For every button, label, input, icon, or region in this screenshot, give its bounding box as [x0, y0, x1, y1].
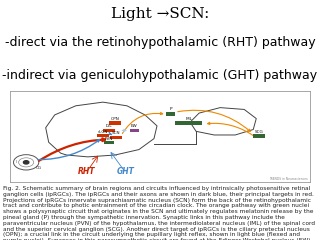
FancyBboxPatch shape	[103, 129, 115, 132]
Text: -direct via the retinohypothalamic (RHT) pathway: -direct via the retinohypothalamic (RHT)…	[5, 36, 315, 48]
FancyBboxPatch shape	[110, 136, 122, 139]
Text: I: I	[16, 160, 17, 164]
FancyArrowPatch shape	[122, 112, 163, 133]
FancyBboxPatch shape	[175, 121, 203, 125]
FancyBboxPatch shape	[104, 141, 114, 144]
Text: EW: EW	[131, 124, 138, 128]
FancyBboxPatch shape	[109, 121, 121, 125]
Text: OPN: OPN	[110, 117, 119, 121]
Text: P: P	[169, 108, 172, 111]
FancyArrowPatch shape	[38, 140, 100, 160]
Text: -indirect via geniculohypothalamic (GHT) pathway: -indirect via geniculohypothalamic (GHT)…	[3, 69, 317, 82]
FancyArrowPatch shape	[39, 138, 105, 161]
Text: SCG: SCG	[255, 130, 264, 134]
FancyArrowPatch shape	[108, 132, 112, 135]
Text: RHT: RHT	[77, 167, 95, 176]
Text: IML: IML	[185, 117, 192, 121]
Text: PVN: PVN	[105, 137, 113, 141]
FancyBboxPatch shape	[166, 112, 175, 116]
FancyArrowPatch shape	[122, 129, 126, 132]
FancyArrowPatch shape	[208, 122, 254, 136]
Text: TRENDS in Neurosciences: TRENDS in Neurosciences	[269, 178, 308, 181]
Text: Light →SCN:: Light →SCN:	[111, 7, 209, 21]
Text: Fig. 2. Schematic summary of brain regions and circuits influenced by intrinsica: Fig. 2. Schematic summary of brain regio…	[3, 186, 315, 240]
FancyBboxPatch shape	[253, 134, 265, 138]
FancyBboxPatch shape	[130, 129, 139, 132]
Text: GHT: GHT	[116, 167, 134, 176]
FancyBboxPatch shape	[97, 134, 109, 138]
Text: SCN: SCN	[112, 132, 121, 135]
Circle shape	[23, 161, 29, 164]
Text: IGL: IGL	[106, 124, 112, 128]
Text: CG: CG	[36, 166, 42, 170]
FancyArrowPatch shape	[178, 110, 250, 132]
Text: vLGN: vLGN	[98, 130, 108, 134]
